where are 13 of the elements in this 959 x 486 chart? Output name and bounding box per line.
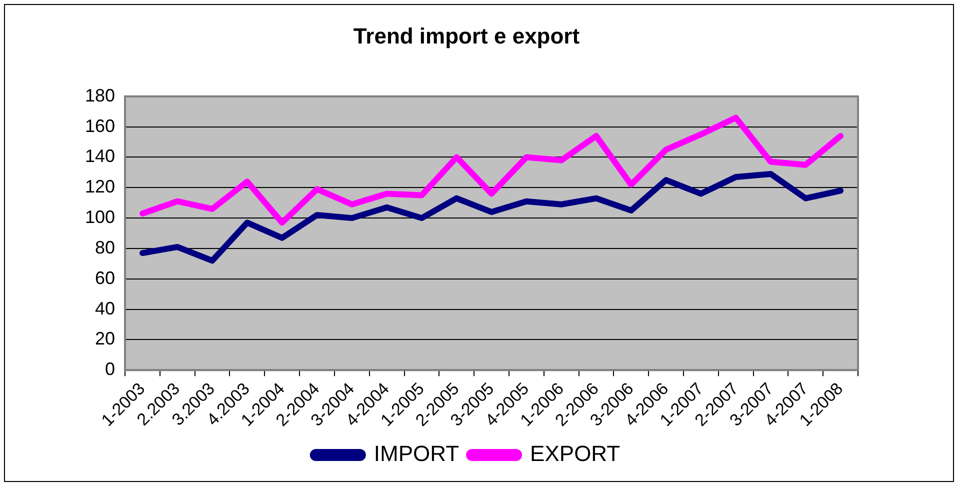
y-tick-label: 80 bbox=[95, 237, 116, 258]
legend-label: IMPORT bbox=[374, 441, 460, 466]
y-tick-label: 0 bbox=[105, 359, 116, 380]
y-tick-label: 100 bbox=[84, 207, 116, 228]
y-tick-label: 20 bbox=[95, 328, 116, 349]
y-tick-label: 40 bbox=[95, 298, 116, 318]
chart-title: Trend import e export bbox=[353, 23, 580, 48]
y-tick-label: 180 bbox=[84, 85, 116, 106]
y-tick-label: 140 bbox=[84, 146, 116, 166]
y-tick-label: 160 bbox=[84, 116, 116, 136]
y-tick-label: 60 bbox=[95, 268, 116, 288]
legend-label: EXPORT bbox=[530, 441, 620, 466]
y-tick-label: 120 bbox=[84, 176, 116, 197]
